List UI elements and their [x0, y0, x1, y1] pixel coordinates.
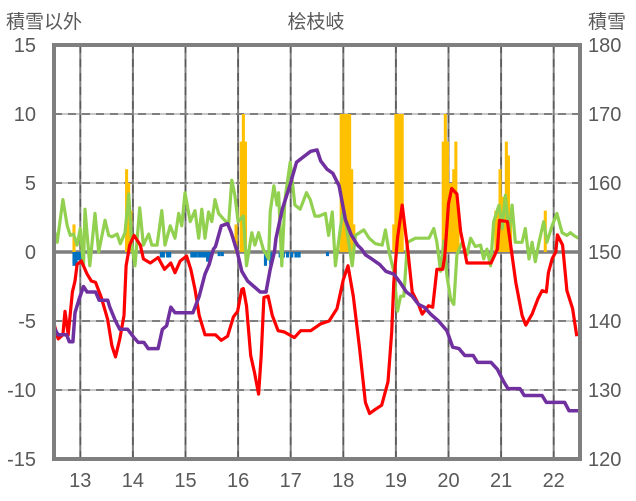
right-tick-label: 130 [588, 380, 621, 402]
x-tick-label: 16 [227, 470, 249, 492]
bar [443, 114, 447, 252]
bar [456, 210, 460, 252]
bar [161, 252, 165, 258]
tick-labels: 15 10 5 0 -5 -10 -15 180 170 160 150 140 130 120 13 14 1… [7, 35, 621, 492]
bar [396, 114, 400, 252]
bar [203, 252, 208, 258]
bar [199, 252, 203, 258]
bar [348, 114, 352, 252]
right-axis-label: 積雪 [588, 11, 626, 33]
series-line [51, 160, 580, 313]
left-tick-label: -15 [7, 449, 36, 471]
bar [190, 252, 194, 258]
bar [445, 141, 449, 252]
bar [194, 252, 198, 258]
left-tick-label: 10 [14, 104, 36, 126]
bar [345, 114, 350, 252]
x-tick-label: 17 [280, 470, 302, 492]
left-tick-label: 0 [25, 242, 36, 264]
x-tick-label: 20 [437, 470, 459, 492]
bar [398, 114, 402, 252]
bar [441, 141, 445, 252]
bar [201, 252, 205, 258]
bar [72, 252, 76, 266]
bar [208, 252, 212, 258]
bar [350, 169, 354, 252]
plot-border [52, 43, 582, 461]
bar [286, 252, 290, 258]
x-tick-label: 22 [543, 470, 565, 492]
x-tick-label: 21 [490, 470, 512, 492]
bar [206, 252, 210, 262]
bar [394, 114, 398, 252]
left-axis-label: 積雪以外 [6, 11, 82, 33]
bar [294, 252, 298, 258]
left-tick-label: -5 [18, 311, 36, 333]
bar [166, 252, 170, 258]
bar [168, 252, 172, 258]
x-tick-label: 14 [122, 470, 144, 492]
bar [192, 252, 196, 258]
series-line [52, 148, 579, 413]
right-tick-label: 140 [588, 311, 621, 333]
bar [263, 252, 267, 266]
bar [450, 183, 454, 252]
right-tick-label: 160 [588, 173, 621, 195]
bar [220, 252, 224, 257]
series-line [52, 186, 579, 416]
bar [506, 155, 510, 252]
bar [341, 114, 345, 252]
bar [452, 169, 456, 252]
bar [74, 252, 78, 266]
bar [297, 252, 301, 258]
bar [239, 141, 243, 252]
x-tick-label: 18 [332, 470, 354, 492]
bar [494, 210, 498, 252]
right-tick-label: 170 [588, 104, 621, 126]
left-tick-label: -10 [7, 380, 36, 402]
bar [197, 252, 201, 258]
bar [217, 252, 221, 257]
x-tick-label: 15 [174, 470, 196, 492]
right-tick-label: 120 [588, 449, 621, 471]
bar [502, 210, 506, 252]
bar [78, 252, 82, 261]
bar [76, 252, 80, 261]
right-tick-label: 180 [588, 35, 621, 57]
bar [243, 141, 247, 252]
bar [448, 183, 452, 252]
right-tick-label: 150 [588, 242, 621, 264]
bar [400, 114, 404, 252]
bar [325, 252, 330, 257]
left-tick-label: 15 [14, 35, 36, 57]
bar [392, 224, 396, 252]
bar [339, 114, 343, 252]
left-tick-label: 5 [25, 173, 36, 195]
bar [241, 114, 245, 252]
chart-title: 桧枝岐 [287, 11, 344, 33]
bar [343, 114, 347, 252]
bar [290, 252, 294, 258]
line-series [51, 148, 580, 416]
bar [159, 252, 163, 258]
x-tick-label: 13 [69, 470, 91, 492]
bar [269, 252, 273, 266]
x-tick-label: 19 [385, 470, 407, 492]
bar [234, 224, 238, 252]
plot-frame [52, 43, 582, 461]
